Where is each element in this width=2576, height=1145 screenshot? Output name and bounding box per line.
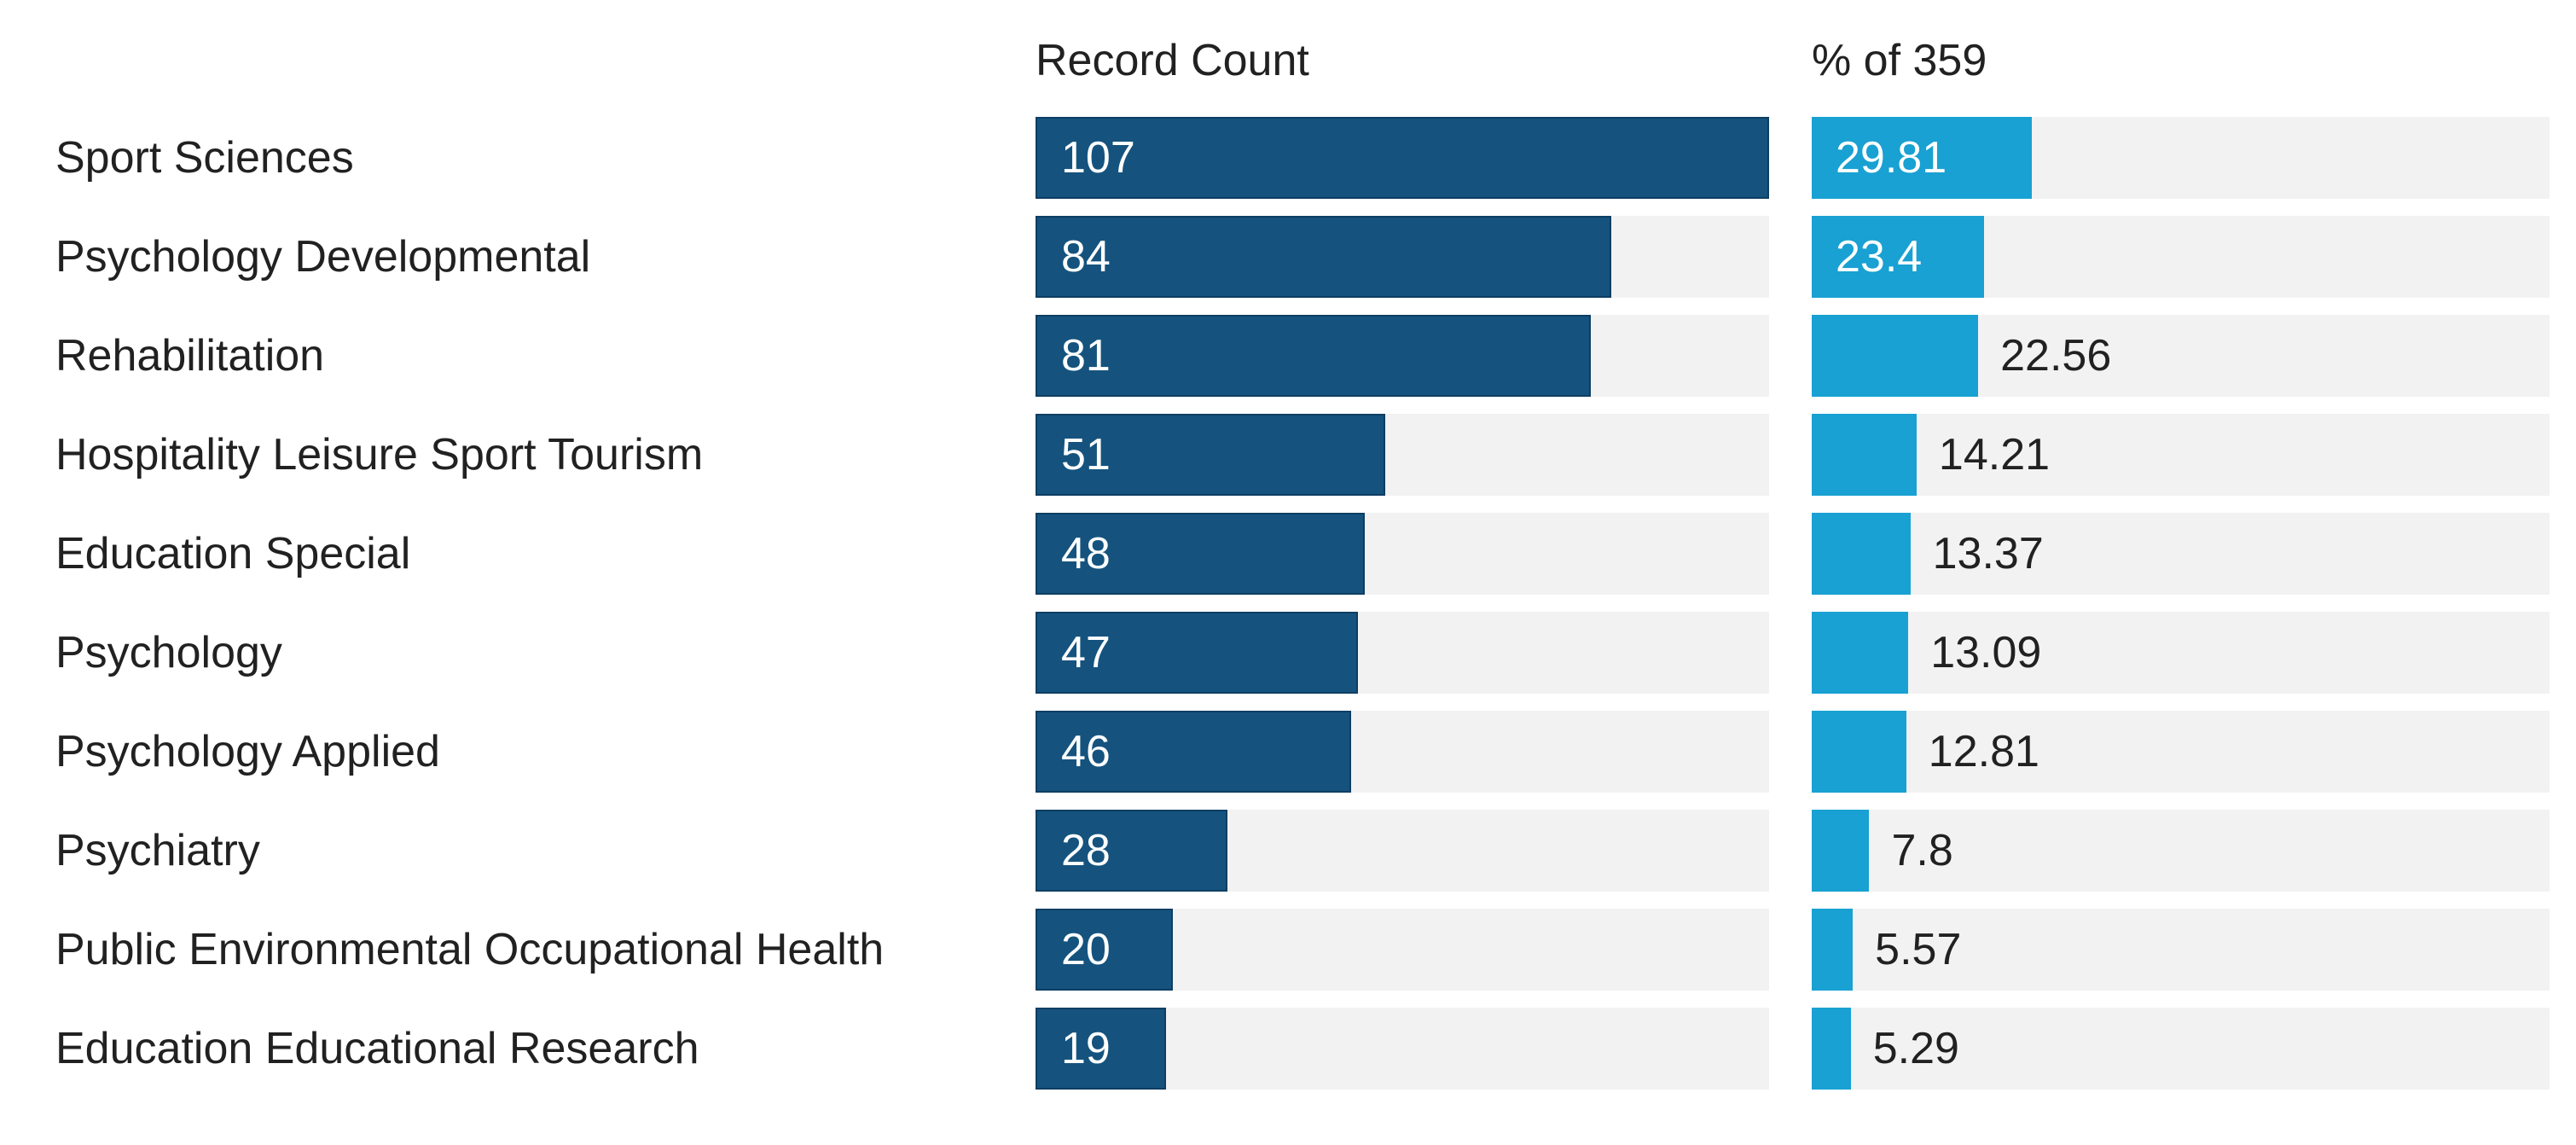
record-count-track: 46 [1036, 711, 1769, 793]
category-label: Sport Sciences [55, 133, 354, 183]
chart-header-row: Record Count % of 359 [0, 0, 2576, 117]
category-label: Psychology Applied [55, 727, 440, 776]
percent-track: 22.56 [1812, 315, 2550, 397]
chart-rows: Sport Sciences 107 29.81 Psychology Deve… [0, 117, 2576, 1090]
record-count-track: 20 [1036, 909, 1769, 991]
record-count-value: 51 [1061, 430, 1111, 480]
percent-bar [1812, 810, 1870, 892]
percent-value: 23.4 [1836, 232, 1923, 282]
percent-track: 13.09 [1812, 612, 2550, 694]
category-row: Hospitality Leisure Sport Tourism 51 14.… [0, 414, 2576, 496]
category-label: Education Educational Research [55, 1024, 699, 1073]
header-spacer [55, 36, 993, 117]
percent-track: 23.4 [1812, 216, 2550, 298]
record-count-bar: 84 [1036, 216, 1612, 298]
percent-value-outside: 13.09 [1930, 628, 2042, 677]
percent-header: % of 359 [1812, 36, 1987, 85]
percent-track: 29.81 [1812, 117, 2550, 199]
category-row: Psychology Developmental 84 23.4 [0, 216, 2576, 298]
category-row: Psychology 47 13.09 [0, 612, 2576, 694]
record-count-track: 48 [1036, 513, 1769, 595]
record-count-value: 19 [1061, 1024, 1111, 1073]
record-count-track: 51 [1036, 414, 1769, 496]
percent-value-outside: 22.56 [2000, 331, 2112, 381]
percent-track: 7.8 [1812, 810, 2550, 892]
record-count-track: 19 [1036, 1008, 1769, 1090]
category-label: Hospitality Leisure Sport Tourism [55, 430, 704, 480]
category-label: Education Special [55, 529, 411, 578]
percent-bar: 23.4 [1812, 216, 1985, 298]
percent-bar [1812, 315, 1979, 397]
record-count-value: 48 [1061, 529, 1111, 578]
percent-track: 5.29 [1812, 1008, 2550, 1090]
percent-value: 29.81 [1836, 133, 1947, 183]
record-count-value: 20 [1061, 925, 1111, 974]
record-count-bar: 47 [1036, 612, 1358, 694]
record-count-bar: 51 [1036, 414, 1385, 496]
percent-bar: 29.81 [1812, 117, 2032, 199]
record-count-bar: 20 [1036, 909, 1173, 991]
record-count-track: 28 [1036, 810, 1769, 892]
record-count-value: 81 [1061, 331, 1111, 381]
record-count-track: 107 [1036, 117, 1769, 199]
record-count-track: 84 [1036, 216, 1769, 298]
category-row: Education Special 48 13.37 [0, 513, 2576, 595]
record-count-value: 107 [1061, 133, 1135, 183]
percent-value-outside: 14.21 [1938, 430, 2051, 480]
percent-track: 13.37 [1812, 513, 2550, 595]
record-count-value: 46 [1061, 727, 1111, 776]
percent-track: 12.81 [1812, 711, 2550, 793]
percent-bar [1812, 909, 1854, 991]
percent-value-outside: 5.57 [1875, 925, 1962, 974]
category-row: Psychiatry 28 7.8 [0, 810, 2576, 892]
record-count-bar: 81 [1036, 315, 1592, 397]
percent-bar [1812, 513, 1911, 595]
category-row: Psychology Applied 46 12.81 [0, 711, 2576, 793]
record-count-value: 47 [1061, 628, 1111, 677]
record-count-track: 47 [1036, 612, 1769, 694]
record-count-value: 28 [1061, 826, 1111, 875]
percent-value-outside: 13.37 [1932, 529, 2044, 578]
record-count-track: 81 [1036, 315, 1769, 397]
record-count-bar: 46 [1036, 711, 1351, 793]
category-row: Rehabilitation 81 22.56 [0, 315, 2576, 397]
percent-track: 14.21 [1812, 414, 2550, 496]
category-label: Psychology Developmental [55, 232, 591, 282]
category-row: Public Environmental Occupational Health… [0, 909, 2576, 991]
record-count-header: Record Count [1036, 36, 1309, 85]
percent-bar [1812, 612, 1909, 694]
record-count-bar: 48 [1036, 513, 1365, 595]
record-count-value: 84 [1061, 232, 1111, 282]
record-count-bar: 28 [1036, 810, 1228, 892]
percent-bar [1812, 414, 1917, 496]
percent-value-outside: 5.29 [1872, 1024, 1959, 1073]
percent-bar [1812, 711, 1906, 793]
category-label: Psychiatry [55, 826, 260, 875]
percent-bar [1812, 1008, 1851, 1090]
record-count-bar: 107 [1036, 117, 1769, 199]
category-row: Sport Sciences 107 29.81 [0, 117, 2576, 199]
percent-value-outside: 12.81 [1928, 727, 2039, 776]
category-label: Psychology [55, 628, 282, 677]
category-label: Rehabilitation [55, 331, 325, 381]
category-row: Education Educational Research 19 5.29 [0, 1008, 2576, 1090]
record-count-bar: 19 [1036, 1008, 1166, 1090]
category-label: Public Environmental Occupational Health [55, 925, 885, 974]
percent-value-outside: 7.8 [1891, 826, 1953, 875]
percent-track: 5.57 [1812, 909, 2550, 991]
